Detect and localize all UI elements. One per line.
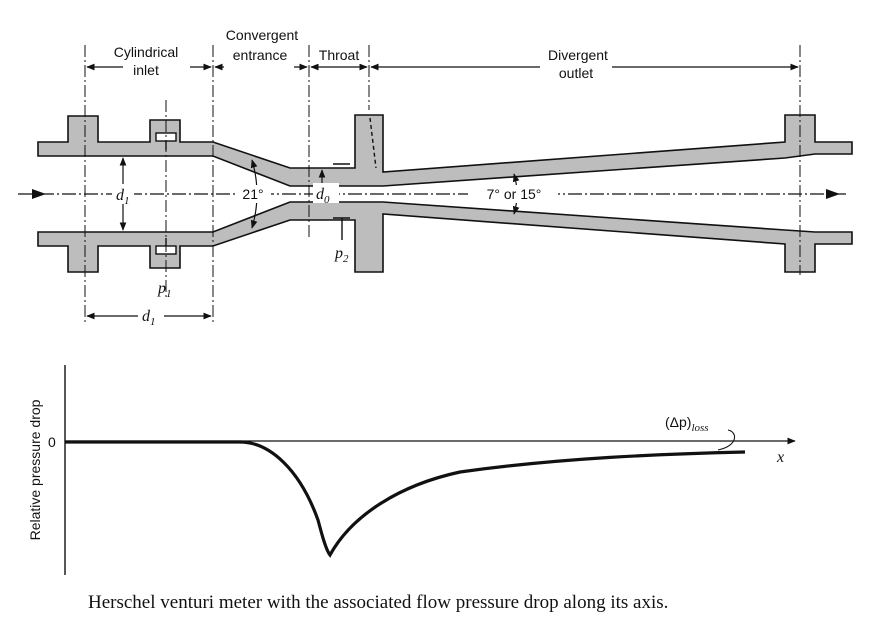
chart-zero-tick-label: 0 [48, 434, 56, 450]
label-convergent-entrance-1: Convergent [226, 27, 298, 43]
label-throat: Throat [319, 47, 360, 63]
chart-y-axis-label: Relative pressure drop [27, 399, 43, 540]
flow-arrow-out [826, 189, 840, 199]
loss-label: (Δp)loss [665, 414, 709, 434]
label-divergent-angle: 7° or 15° [487, 186, 542, 202]
pressure-drop-curve [65, 440, 746, 558]
label-convergent-entrance-2: entrance [233, 47, 288, 63]
label-divergent-outlet-1: Divergent [548, 47, 608, 63]
pressure-tap-p2 [333, 117, 377, 240]
label-cylindrical-inlet-2: inlet [133, 62, 159, 78]
symbol-p2: p2 [334, 245, 349, 265]
label-divergent-outlet-2: outlet [559, 65, 593, 81]
pipe-wall-bottom [37, 201, 853, 273]
section-boundaries [84, 45, 801, 325]
symbol-d0: d0 [316, 186, 330, 206]
symbol-p1: p1 [157, 280, 172, 300]
label-cylindrical-inlet-1: Cylindrical [114, 44, 179, 60]
chart-x-axis-label: x [776, 449, 784, 466]
pipe-wall-top [37, 114, 853, 187]
label-convergent-angle: 21° [242, 186, 263, 202]
loss-label-leader [717, 429, 736, 451]
figure-caption: Herschel venturi meter with the associat… [88, 592, 669, 613]
symbol-d1-inner: d1 [116, 187, 130, 207]
flow-arrow-in [32, 189, 46, 199]
symbol-d1-length: d1 [142, 308, 156, 328]
